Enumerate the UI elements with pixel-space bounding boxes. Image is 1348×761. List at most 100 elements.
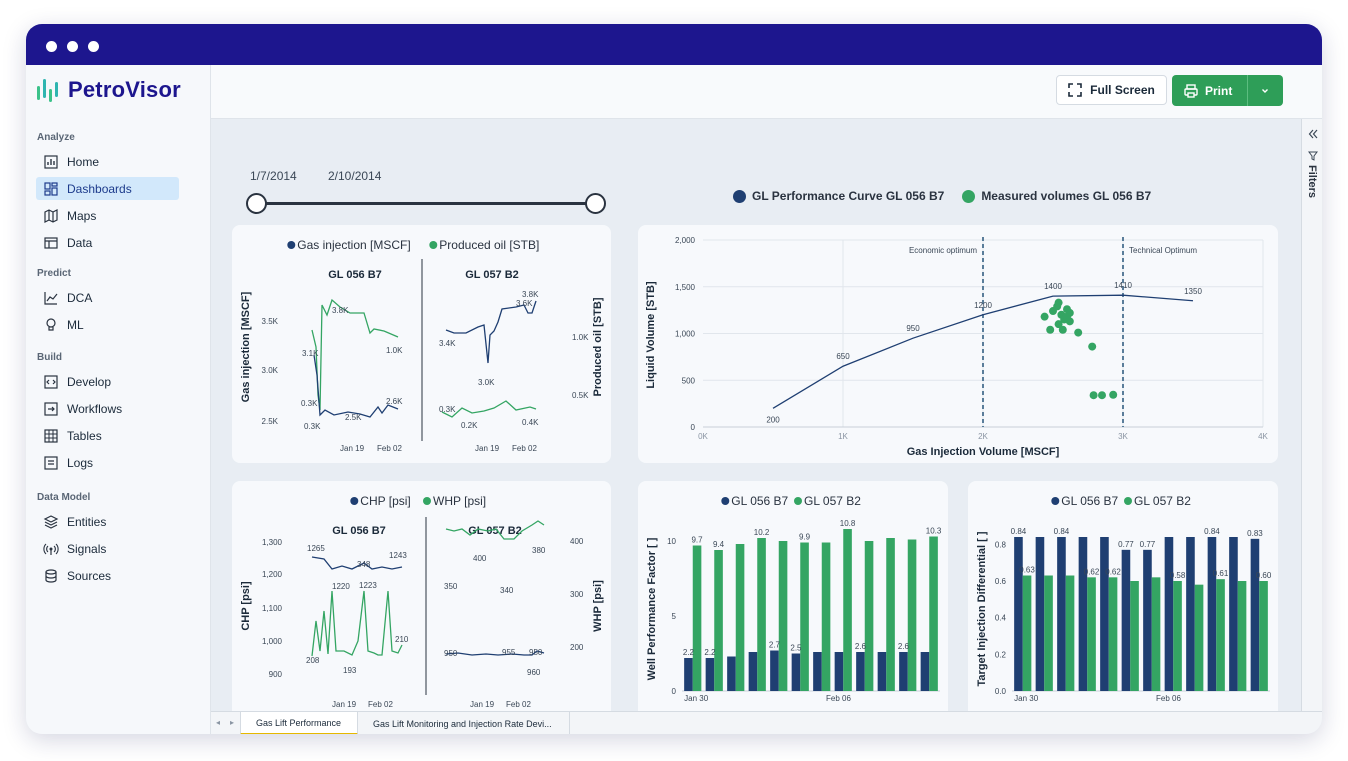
sidebar-item-tables[interactable]: Tables	[36, 425, 179, 448]
bar-gl-057-b2	[1173, 581, 1182, 691]
value-label: 2.6	[898, 642, 910, 651]
tab-scroll-right-icon[interactable]: ▸	[230, 718, 235, 727]
print-button[interactable]: Print	[1172, 75, 1283, 106]
sidebar-item-dca[interactable]: DCA	[36, 286, 179, 309]
panel-title: GL 057 B2	[468, 525, 522, 537]
date-slider-end-handle[interactable]	[585, 193, 606, 214]
data-label: 340	[500, 586, 514, 595]
x-tick-label: Feb 02	[506, 700, 531, 709]
tab-gas-lift-performance[interactable]: Gas Lift Performance	[240, 712, 358, 734]
bar-gl-057-b2	[1044, 575, 1053, 691]
sidebar-item-sources[interactable]: Sources	[36, 565, 179, 588]
chevron-down-icon[interactable]	[1260, 86, 1270, 96]
well-performance-legend-label: GL 056 B7	[731, 494, 788, 508]
data-label: 950	[529, 648, 543, 657]
y-tick-label: 2,000	[675, 236, 696, 245]
data-label: 2.6K	[386, 397, 403, 406]
well-performance-legend-label: GL 057 B2	[804, 494, 861, 508]
bar-gl-056-b7	[1057, 537, 1066, 691]
value-label: 2.2	[683, 648, 695, 657]
pressure-legend-label: CHP [psi]	[360, 494, 410, 508]
sidebar-item-ml[interactable]: ML	[36, 313, 179, 336]
bar-gl-056-b7	[727, 656, 736, 691]
optimum-label: Economic optimum	[909, 246, 977, 255]
y-tick-label: 0.8	[995, 540, 1007, 549]
data-label: 0.3K	[439, 405, 456, 414]
y-tick-label-right: 0.5K	[572, 391, 589, 400]
value-label: 0.83	[1247, 529, 1263, 538]
series-line-chp	[311, 556, 403, 570]
date-slider-start-handle[interactable]	[246, 193, 267, 214]
sidebar-item-dashboards[interactable]: Dashboards	[36, 177, 179, 201]
sidebar-item-maps[interactable]: Maps	[36, 205, 179, 228]
window-dot-1[interactable]	[46, 41, 57, 52]
series-line-whp	[445, 520, 545, 540]
legend-measured-marker	[962, 189, 976, 203]
bar-gl-057-b2	[1259, 581, 1268, 691]
curve-point-label: 1200	[974, 301, 992, 310]
y-tick-label: 3.0K	[262, 366, 279, 375]
bar-gl-057-b2	[692, 545, 702, 691]
collapse-double-chevron-icon[interactable]	[1308, 129, 1318, 139]
nav-section-title: Predict	[37, 268, 71, 279]
sidebar-item-label: Data	[67, 236, 93, 251]
bar-gl-056-b7	[813, 652, 822, 691]
layers-icon	[43, 514, 59, 529]
sidebar-item-label: Home	[67, 154, 100, 169]
x-tick-label: 0K	[698, 432, 708, 441]
gas-legend-label: Produced oil [STB]	[439, 238, 539, 252]
filters-panel[interactable]: Filters	[1301, 119, 1322, 711]
x-tick-label: Feb 02	[512, 444, 537, 453]
data-label: 400	[473, 554, 487, 563]
y-tick-label: 1,500	[675, 283, 696, 292]
legend-marker	[429, 241, 438, 249]
legend-marker	[423, 497, 431, 505]
sidebar-item-entities[interactable]: Entities	[36, 510, 179, 533]
x-tick-label: Jan 30	[684, 694, 709, 703]
app-logo[interactable]: PetroVisor	[36, 75, 181, 105]
bar-gl-056-b7	[1143, 549, 1152, 691]
series-line-gas-injection	[445, 300, 537, 364]
sidebar-item-data[interactable]: Data	[36, 232, 179, 255]
full-screen-button[interactable]: Full Screen	[1056, 75, 1167, 105]
fullscreen-icon	[1068, 83, 1082, 97]
value-label: 2.7	[769, 641, 781, 650]
sidebar-item-develop[interactable]: Develop	[36, 370, 179, 393]
window-dot-2[interactable]	[67, 41, 78, 52]
map-icon	[44, 209, 58, 224]
sidebar-item-signals[interactable]: Signals	[36, 537, 179, 560]
sidebar-item-workflows[interactable]: Workflows	[36, 397, 179, 420]
data-label: 960	[527, 668, 541, 677]
tab-scroll-left-icon[interactable]: ◂	[216, 718, 221, 727]
bar-gl-056-b7	[1164, 537, 1174, 691]
legend-curve-label: GL Performance Curve GL 056 B7	[752, 189, 945, 203]
sidebar-item-label: Workflows	[67, 401, 123, 416]
curve-point-label: 950	[906, 324, 920, 333]
y-axis-label: Liquid Volume [STB]	[645, 281, 657, 389]
curve-point-label: 1410	[1114, 281, 1132, 290]
measured-point	[1058, 325, 1067, 334]
data-label: 193	[343, 666, 357, 675]
data-label: 208	[306, 656, 320, 665]
bar-gl-056-b7	[748, 652, 758, 691]
sidebar-item-home[interactable]: Home	[36, 150, 179, 173]
well-performance-card: GL 056 B7 GL 057 B2 Well Performance Facto…	[638, 481, 948, 719]
sidebar-item-logs[interactable]: Logs	[36, 452, 179, 475]
x-tick-label: 2K	[978, 432, 988, 441]
x-tick-label: Jan 30	[1014, 694, 1039, 703]
log-icon	[44, 456, 58, 470]
date-range-start: 1/7/2014	[250, 169, 297, 183]
window-dot-3[interactable]	[88, 41, 99, 52]
y-tick-label-right: 200	[570, 643, 584, 652]
tab-gas-lift-monitoring[interactable]: Gas Lift Monitoring and Injection Rate D…	[358, 712, 570, 734]
curve-point-label: 1400	[1044, 282, 1062, 291]
window-titlebar	[26, 24, 1322, 65]
y-tick-label: 0.4	[995, 614, 1007, 623]
value-label: 2.6	[855, 642, 867, 651]
value-label: 0.84	[1204, 527, 1220, 536]
legend-marker	[1124, 497, 1132, 505]
sidebar-item-label: Entities	[67, 514, 107, 529]
value-label: 10.2	[754, 528, 770, 537]
date-slider-track[interactable]	[256, 202, 596, 205]
bar-gl-057-b2	[864, 541, 874, 691]
